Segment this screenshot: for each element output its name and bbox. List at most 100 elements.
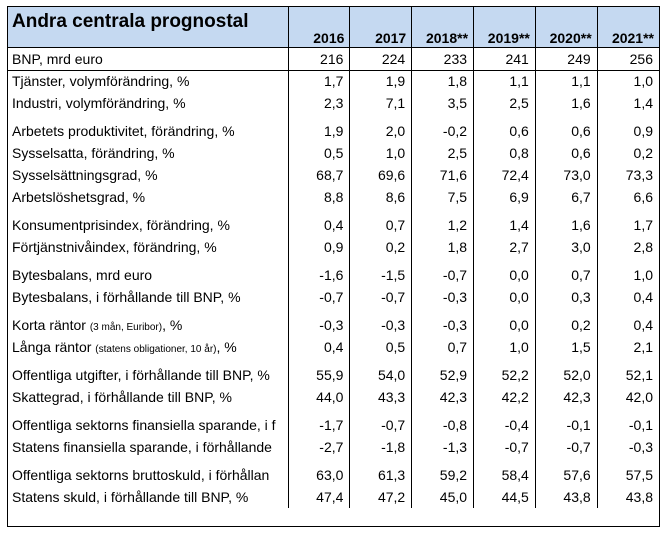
cell-value: 0,5 <box>349 336 413 358</box>
row-label: Sysselsättningsgrad, % <box>8 164 289 186</box>
cell-value: 2,0 <box>349 114 413 142</box>
cell-value: -0,3 <box>411 308 475 336</box>
table-row: Bytesbalans, mrd euro -1,6 -1,5 -0,7 0,0 0,7 1… <box>8 258 659 286</box>
table-row: Offentliga sektorns bruttoskuld, i förhå… <box>8 458 659 486</box>
cell-value: 68,7 <box>288 164 351 186</box>
cell-value: 45,0 <box>411 486 475 508</box>
cell-value: 3,0 <box>535 236 598 258</box>
cell-value: -0,3 <box>349 308 413 336</box>
cell-value: 224 <box>349 47 413 71</box>
cell-value: 1,2 <box>411 208 475 236</box>
row-label-text: Industri, volymförändring, % <box>12 95 186 111</box>
table-row: Offentliga utgifter, i förhållande till … <box>8 358 659 386</box>
row-label-note: (statens obligationer, 10 år) <box>95 344 217 355</box>
cell-value: 69,6 <box>349 164 413 186</box>
cell-value: 54,0 <box>349 358 413 386</box>
cell-value: 42,2 <box>473 386 536 408</box>
cell-value: 3,5 <box>411 92 475 114</box>
table-row: Arbetslöshetsgrad, % 8,8 8,6 7,5 6,9 6,7 6,6 <box>8 186 659 208</box>
cell-value: 256 <box>597 47 659 71</box>
table-row: Sysselsättningsgrad, % 68,7 69,6 71,6 72,4 73… <box>8 164 659 186</box>
cell-value: 1,7 <box>288 70 351 92</box>
cell-value: 1,1 <box>535 70 598 92</box>
row-label-text: Korta räntor <box>12 317 86 333</box>
forecast-table: Andra centrala prognostal 2016 2017 2018… <box>8 7 659 508</box>
table-row: Tjänster, volymförändring, % 1,7 1,9 1,8 1,1… <box>8 70 659 92</box>
row-label-text: Bytesbalans, mrd euro <box>12 267 153 283</box>
cell-value: -1,8 <box>349 436 413 458</box>
row-label: Tjänster, volymförändring, % <box>8 70 289 92</box>
cell-value: 8,8 <box>288 186 351 208</box>
cell-value: 73,3 <box>625 167 653 183</box>
table-row: Offentliga sektorns finansiella sparande… <box>8 408 659 436</box>
cell-value: -1,5 <box>349 258 413 286</box>
cell-value: 57,5 <box>625 467 653 483</box>
row-label-text: Statens finansiella sparande, i förhålla… <box>12 439 272 455</box>
cell-value: 6,6 <box>633 189 653 205</box>
cell-value: -0,7 <box>411 258 475 286</box>
table-row: Korta räntor (3 mån, Euribor), % -0,3 -0,3… <box>8 308 659 336</box>
row-label: Offentliga sektorns bruttoskuld, i förhå… <box>8 458 289 486</box>
year-header-2016: 2016 <box>288 7 351 48</box>
cell-value: 71,6 <box>411 164 475 186</box>
cell-value: 241 <box>473 47 536 71</box>
cell-value: 1,0 <box>349 142 413 164</box>
row-label-text: Offentliga utgifter, i förhållande till … <box>12 367 270 383</box>
cell-value: 1,4 <box>633 95 653 111</box>
table-row: Långa räntor (statens obligationer, 10 å… <box>8 336 659 358</box>
cell-value: -0,7 <box>535 436 598 458</box>
table-body: BNP, mrd euro 216 224 233 241 249 256 Tjänster,… <box>8 47 659 508</box>
cell-value: -0,2 <box>411 114 475 142</box>
cell-value: -0,8 <box>411 408 475 436</box>
cell-value: 72,4 <box>473 164 536 186</box>
cell-value: -0,3 <box>288 308 351 336</box>
cell-value: 0,2 <box>535 308 598 336</box>
row-label: Offentliga utgifter, i förhållande till … <box>8 358 289 386</box>
cell-value: 55,9 <box>288 358 351 386</box>
cell-value: 42,3 <box>535 386 598 408</box>
table-row: Skattegrad, i förhållande till BNP, % 44,… <box>8 386 659 408</box>
cell-value: 249 <box>535 47 598 71</box>
cell-value: 52,0 <box>535 358 598 386</box>
table-row: BNP, mrd euro 216 224 233 241 249 256 <box>8 47 659 71</box>
table-title: Andra centrala prognostal <box>8 7 289 48</box>
cell-value: 47,4 <box>288 486 351 508</box>
row-label-text: Bytesbalans, i förhållande till BNP, % <box>12 289 241 305</box>
cell-value: 7,5 <box>411 186 475 208</box>
table-row: Arbetets produktivitet, förändring, % 1,9… <box>8 114 659 142</box>
table-row: Sysselsatta, förändring, % 0,5 1,0 2,5 0,8 0,… <box>8 142 659 164</box>
year-header-2019: 2019** <box>473 7 536 48</box>
cell-value: 63,0 <box>288 458 351 486</box>
cell-value: 0,0 <box>473 308 536 336</box>
row-label-text: Arbetslöshetsgrad, % <box>12 189 146 205</box>
row-label-text: Sysselsättningsgrad, % <box>12 167 158 183</box>
row-label: Konsumentprisindex, förändring, % <box>8 208 289 236</box>
cell-value: -1,6 <box>288 258 351 286</box>
cell-value: 233 <box>411 47 475 71</box>
row-label-text: Långa räntor <box>12 339 92 355</box>
cell-value: 47,2 <box>349 486 413 508</box>
cell-value: 2,5 <box>411 142 475 164</box>
cell-value: 44,0 <box>288 386 351 408</box>
cell-value: -0,7 <box>349 408 413 436</box>
row-label: Långa räntor (statens obligationer, 10 å… <box>8 336 289 358</box>
row-label: Arbetslöshetsgrad, % <box>8 186 289 208</box>
cell-value: 2,3 <box>288 92 351 114</box>
row-label: Industri, volymförändring, % <box>8 92 289 114</box>
cell-value: 8,6 <box>349 186 413 208</box>
cell-value: -0,1 <box>628 417 653 433</box>
row-label-text: Arbetets produktivitet, förändring, % <box>12 123 235 139</box>
table-row: Bytesbalans, i förhållande till BNP, % -0… <box>8 286 659 308</box>
cell-value: 0,0 <box>473 286 536 308</box>
forecast-table-frame: Andra centrala prognostal 2016 2017 2018… <box>7 6 660 527</box>
cell-value: 1,4 <box>473 208 536 236</box>
row-label-suffix: , % <box>216 339 237 355</box>
cell-value: 0,6 <box>535 114 598 142</box>
cell-value: 0,4 <box>288 208 351 236</box>
cell-value: 1,9 <box>288 114 351 142</box>
cell-value: 0,0 <box>473 258 536 286</box>
row-label: Statens skuld, i förhållande till BNP, % <box>8 486 289 508</box>
row-label-suffix: , % <box>162 317 183 333</box>
year-header-2018: 2018** <box>411 7 475 48</box>
cell-value: 1,0 <box>633 73 653 90</box>
